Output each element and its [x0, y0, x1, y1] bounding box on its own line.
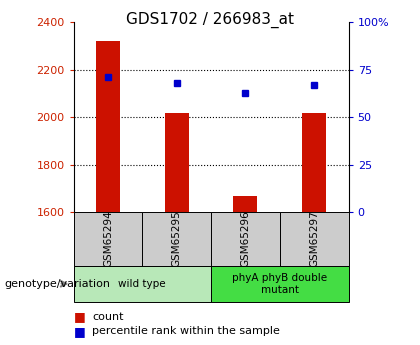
Bar	[96, 41, 120, 212]
Text: GSM65296: GSM65296	[240, 210, 250, 267]
Bar	[211, 266, 349, 302]
Bar	[302, 112, 326, 212]
Text: wild type: wild type	[118, 279, 166, 289]
Bar	[211, 212, 280, 266]
Text: ■: ■	[74, 310, 85, 323]
Bar	[74, 266, 211, 302]
Bar	[165, 112, 189, 212]
Text: percentile rank within the sample: percentile rank within the sample	[92, 326, 280, 336]
Text: GSM65294: GSM65294	[103, 210, 113, 267]
Text: ■: ■	[74, 325, 85, 338]
Text: count: count	[92, 312, 124, 322]
Bar	[234, 196, 257, 212]
Bar	[74, 212, 142, 266]
Text: GDS1702 / 266983_at: GDS1702 / 266983_at	[126, 12, 294, 28]
Text: genotype/variation: genotype/variation	[4, 279, 110, 289]
Text: GSM65297: GSM65297	[309, 210, 319, 267]
Text: phyA phyB double
mutant: phyA phyB double mutant	[232, 273, 327, 295]
Text: GSM65295: GSM65295	[172, 210, 182, 267]
Bar	[280, 212, 349, 266]
Bar	[142, 212, 211, 266]
